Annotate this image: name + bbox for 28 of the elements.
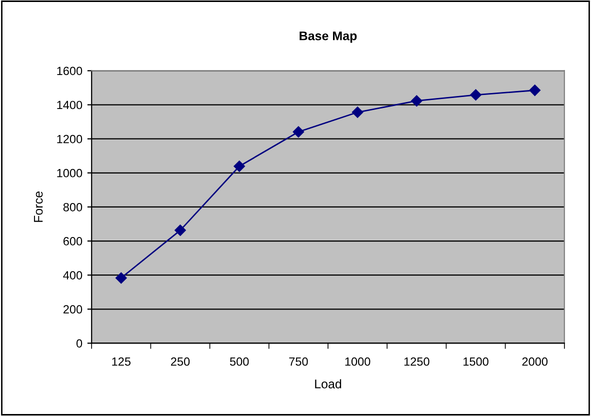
x-tick-label: 2000 <box>522 357 548 366</box>
point <box>174 224 186 236</box>
point <box>470 89 482 101</box>
y-tick-label: 1200 <box>57 134 82 144</box>
chart-title: Base Map <box>300 32 357 43</box>
point <box>116 272 127 284</box>
y-tick-label: 600 <box>63 237 82 246</box>
y-axis-title: Force <box>34 192 43 222</box>
x-tick-label: 1000 <box>345 357 370 366</box>
point <box>292 126 304 138</box>
y-tick-label: 0 <box>76 339 82 348</box>
y-tick-label: 800 <box>63 202 82 212</box>
x-tick-label: 1250 <box>404 357 430 366</box>
y-tick-label: 400 <box>63 271 82 280</box>
x-tick-label: 125 <box>112 357 131 366</box>
point <box>234 160 245 172</box>
y-tick-label: 1000 <box>57 168 82 178</box>
y-tick-label: 1600 <box>57 66 82 76</box>
x-tick-label: 500 <box>230 357 249 366</box>
y-tick-label: 1400 <box>57 100 82 110</box>
x-tick-label: 1500 <box>464 357 488 366</box>
point <box>352 106 364 118</box>
y-tick-label: 200 <box>63 305 82 314</box>
x-tick-label: 250 <box>171 357 190 366</box>
point <box>411 95 422 106</box>
x-axis-title: Load <box>315 379 342 388</box>
x-tick-label: 750 <box>289 357 308 366</box>
point <box>529 84 540 96</box>
